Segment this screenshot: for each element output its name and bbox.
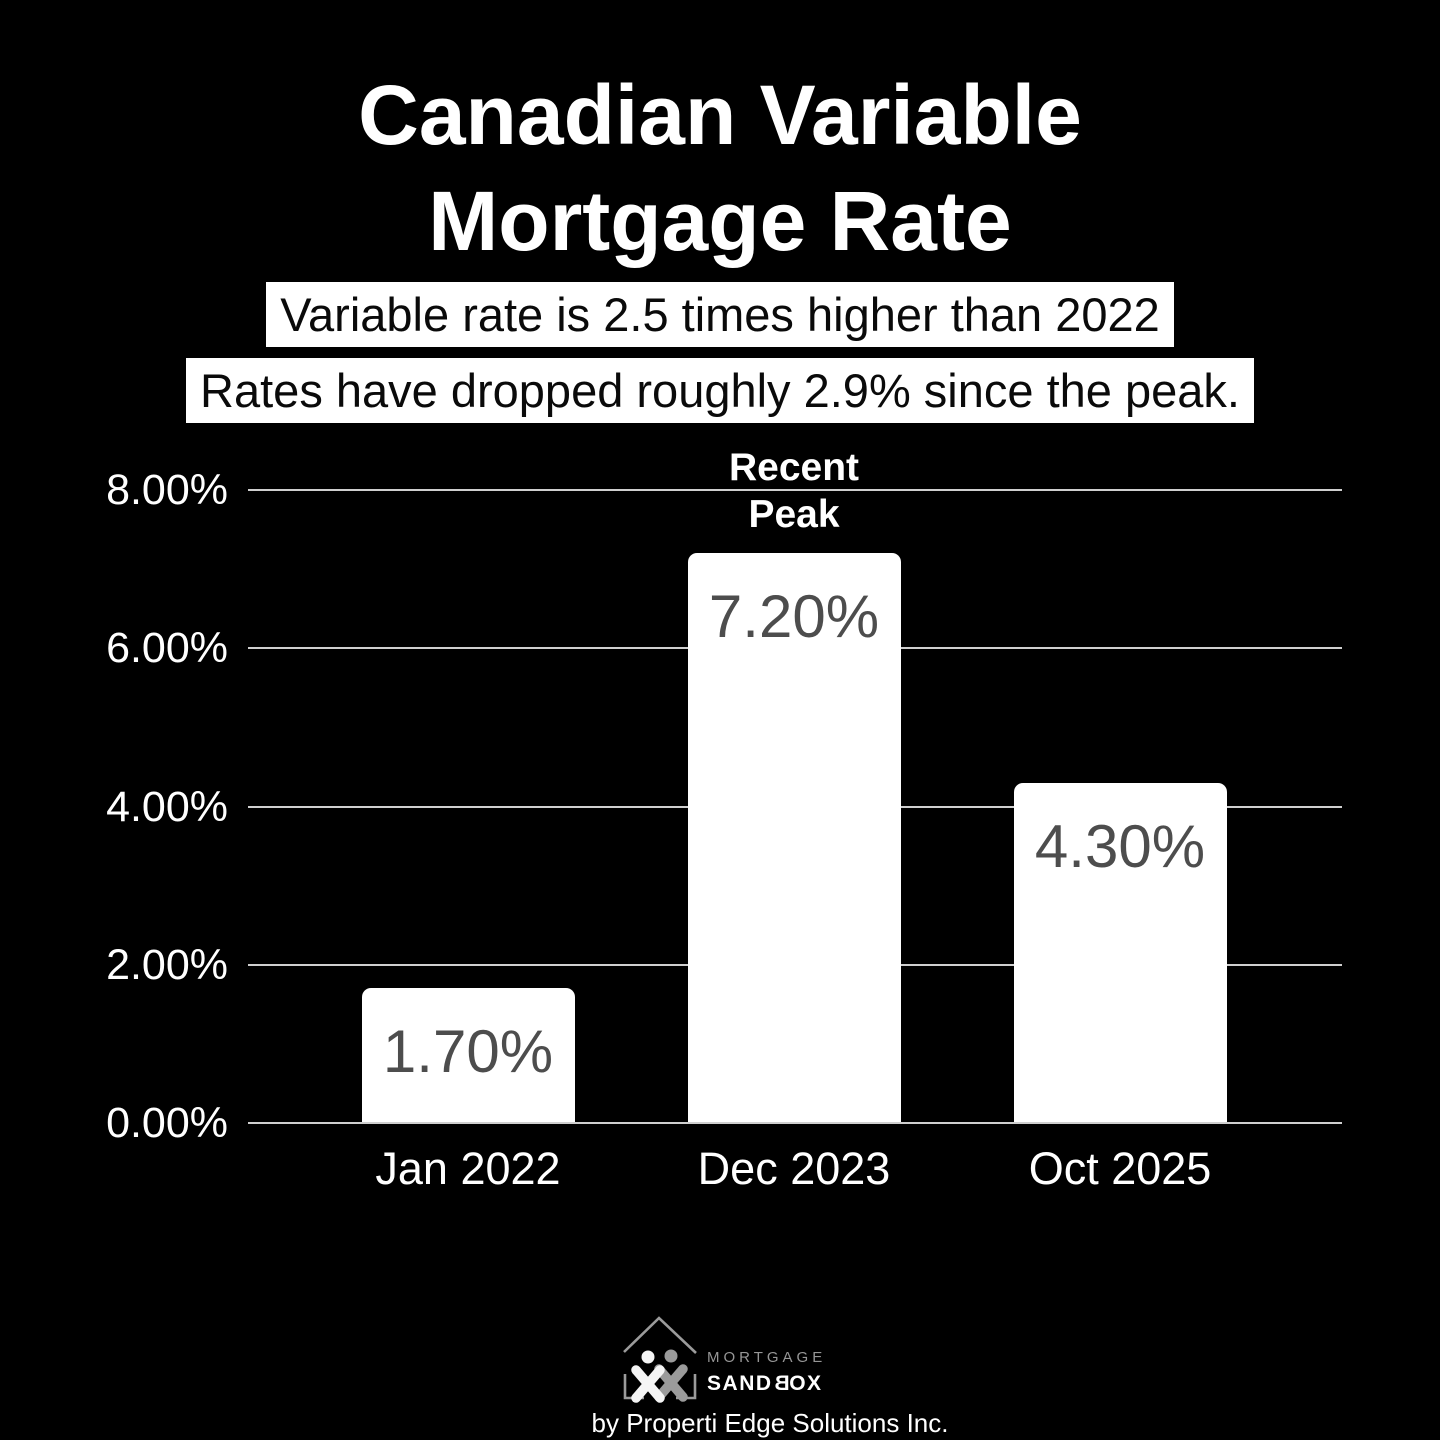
logo-byline: by Properti Edge Solutions Inc. <box>591 1408 949 1438</box>
recent-peak-annotation: Recent Peak <box>624 444 964 538</box>
logo-text-mortgage: MORTGAGE <box>707 1349 827 1366</box>
bar-oct-2025: 4.30% <box>1013 782 1227 1123</box>
bar-value-label: 1.70% <box>382 1018 554 1086</box>
y-axis-tick-label: 0.00% <box>106 1099 228 1147</box>
annotation-line: Recent <box>728 446 860 489</box>
logo-text-sandbox: SANDBOX <box>707 1372 823 1395</box>
subtitle-row-1: Variable rate is 2.5 times higher than 2… <box>0 282 1440 347</box>
y-axis-tick-label: 2.00% <box>106 940 228 989</box>
y-axis-tick-label: 8.00% <box>106 466 228 514</box>
bar-dec-2023: 7.20% <box>687 553 901 1123</box>
x-axis-line <box>248 1122 1342 1124</box>
annotation-line: Peak <box>748 493 840 536</box>
subtitle-line-1: Variable rate is 2.5 times higher than 2… <box>266 282 1174 347</box>
page-title-line-2: Mortgage Rate <box>428 174 1012 268</box>
page-title: Canadian Variable Mortgage Rate <box>0 62 1440 274</box>
subtitle-line-2: Rates have dropped roughly 2.9% since th… <box>186 358 1254 423</box>
bar-value-label: 4.30% <box>1034 812 1206 880</box>
x-axis-label-dec-2023: Dec 2023 <box>697 1143 891 1194</box>
bar-value-label: 7.20% <box>708 583 880 651</box>
subtitle-row-2: Rates have dropped roughly 2.9% since th… <box>0 358 1440 423</box>
x-axis-label-jan-2022: Jan 2022 <box>375 1143 561 1194</box>
y-axis-tick-label: 6.00% <box>106 624 228 673</box>
mortgage-sandbox-wordmark: MORTGAGE SANDBOX <box>707 1348 826 1397</box>
gridline-8.00% <box>248 489 1342 491</box>
page-title-line-1: Canadian Variable <box>358 68 1082 162</box>
x-axis-label-oct-2025: Oct 2025 <box>1028 1143 1212 1194</box>
y-axis-tick-label: 4.00% <box>106 782 228 831</box>
mortgage-sandbox-house-icon <box>623 1316 697 1403</box>
bar-jan-2022: 1.70% <box>361 988 575 1123</box>
